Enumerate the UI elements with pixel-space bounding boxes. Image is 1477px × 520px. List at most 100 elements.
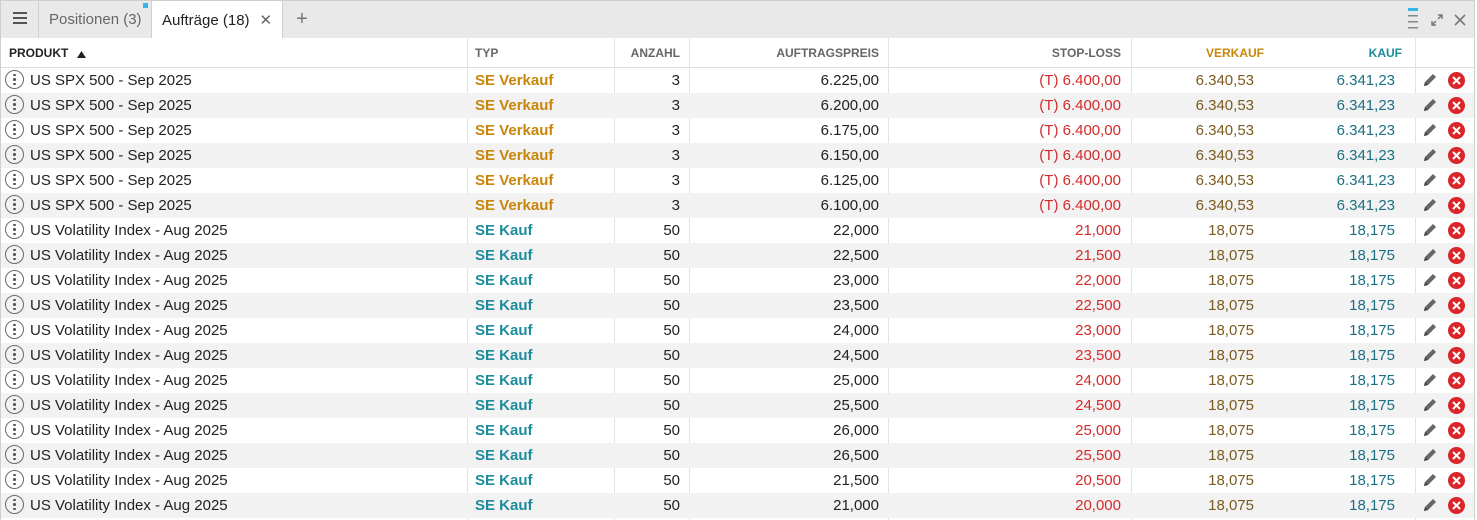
table-row[interactable]: US SPX 500 - Sep 2025 SE Verkauf 3 6.125,00… <box>1 168 1474 193</box>
row-options-icon[interactable] <box>5 395 24 414</box>
edit-pencil-icon[interactable] <box>1422 122 1438 143</box>
edit-pencil-icon[interactable] <box>1422 297 1438 318</box>
delete-order-icon[interactable] <box>1448 72 1465 89</box>
delete-order-icon[interactable] <box>1448 372 1465 389</box>
delete-order-icon[interactable] <box>1448 422 1465 439</box>
row-options-icon[interactable] <box>5 320 24 339</box>
table-row[interactable]: US Volatility Index - Aug 2025 SE Kauf 50 2… <box>1 418 1474 443</box>
table-row[interactable]: US Volatility Index - Aug 2025 SE Kauf 50 2… <box>1 468 1474 493</box>
row-options-icon[interactable] <box>5 195 24 214</box>
cell-quantity: 3 <box>671 197 680 214</box>
table-row[interactable]: US Volatility Index - Aug 2025 SE Kauf 50 2… <box>1 218 1474 243</box>
cell-quantity: 50 <box>663 472 680 489</box>
cell-type: SE Kauf <box>475 447 533 464</box>
row-options-icon[interactable] <box>5 370 24 389</box>
tab-close-icon[interactable]: ✕ <box>259 12 273 29</box>
row-options-icon[interactable] <box>5 245 24 264</box>
edit-pencil-icon[interactable] <box>1422 472 1438 493</box>
tab-notification-marker <box>143 3 148 8</box>
edit-pencil-icon[interactable] <box>1422 147 1438 168</box>
delete-order-icon[interactable] <box>1448 197 1465 214</box>
edit-pencil-icon[interactable] <box>1422 497 1438 518</box>
table-row[interactable]: US Volatility Index - Aug 2025 SE Kauf 50 2… <box>1 318 1474 343</box>
row-options-icon[interactable] <box>5 70 24 89</box>
edit-pencil-icon[interactable] <box>1422 272 1438 293</box>
table-row[interactable]: US Volatility Index - Aug 2025 SE Kauf 50 2… <box>1 393 1474 418</box>
delete-order-icon[interactable] <box>1448 297 1465 314</box>
cell-product: US Volatility Index - Aug 2025 <box>30 497 228 514</box>
table-row[interactable]: US SPX 500 - Sep 2025 SE Verkauf 3 6.225,00… <box>1 68 1474 93</box>
row-options-icon[interactable] <box>5 495 24 514</box>
row-options-icon[interactable] <box>5 220 24 239</box>
delete-order-icon[interactable] <box>1448 222 1465 239</box>
table-row[interactable]: US Volatility Index - Aug 2025 SE Kauf 50 2… <box>1 368 1474 393</box>
row-options-icon[interactable] <box>5 445 24 464</box>
row-options-icon[interactable] <box>5 145 24 164</box>
delete-order-icon[interactable] <box>1448 97 1465 114</box>
menu-button[interactable] <box>1 1 39 38</box>
delete-order-icon[interactable] <box>1448 322 1465 339</box>
cell-product: US Volatility Index - Aug 2025 <box>30 347 228 364</box>
table-row[interactable]: US Volatility Index - Aug 2025 SE Kauf 50 2… <box>1 493 1474 518</box>
header-stop-loss[interactable]: STOP-LOSS <box>1051 46 1121 60</box>
row-options-icon[interactable] <box>5 120 24 139</box>
edit-pencil-icon[interactable] <box>1422 172 1438 193</box>
row-options-icon[interactable] <box>5 170 24 189</box>
edit-pencil-icon[interactable] <box>1422 397 1438 418</box>
table-row[interactable]: US Volatility Index - Aug 2025 SE Kauf 50 2… <box>1 343 1474 368</box>
row-options-icon[interactable] <box>5 295 24 314</box>
table-row[interactable]: US Volatility Index - Aug 2025 SE Kauf 50 2… <box>1 293 1474 318</box>
edit-pencil-icon[interactable] <box>1422 347 1438 368</box>
tab-positions[interactable]: Positionen (3) <box>39 1 152 38</box>
table-row[interactable]: US Volatility Index - Aug 2025 SE Kauf 50 2… <box>1 243 1474 268</box>
row-options-icon[interactable] <box>5 95 24 114</box>
cell-stop-loss: 22,000 <box>1075 272 1121 289</box>
row-options-icon[interactable] <box>5 270 24 289</box>
delete-order-icon[interactable] <box>1448 397 1465 414</box>
window-controls <box>1406 1 1466 38</box>
row-options-icon[interactable] <box>5 345 24 364</box>
delete-order-icon[interactable] <box>1448 147 1465 164</box>
edit-pencil-icon[interactable] <box>1422 72 1438 93</box>
drag-handle-icon[interactable] <box>1406 6 1420 34</box>
close-window-icon[interactable] <box>1454 13 1466 26</box>
edit-pencil-icon[interactable] <box>1422 222 1438 243</box>
add-tab-button[interactable]: + <box>296 8 308 30</box>
edit-pencil-icon[interactable] <box>1422 322 1438 343</box>
header-product[interactable]: PRODUKT <box>9 38 86 68</box>
header-type[interactable]: TYP <box>475 46 499 60</box>
delete-order-icon[interactable] <box>1448 247 1465 264</box>
delete-order-icon[interactable] <box>1448 347 1465 364</box>
header-quantity[interactable]: ANZAHL <box>630 46 680 60</box>
delete-order-icon[interactable] <box>1448 472 1465 489</box>
cell-type: SE Kauf <box>475 247 533 264</box>
edit-pencil-icon[interactable] <box>1422 97 1438 118</box>
expand-icon[interactable] <box>1430 13 1444 27</box>
edit-pencil-icon[interactable] <box>1422 422 1438 443</box>
tab-orders[interactable]: Aufträge (18) ✕ <box>152 1 283 39</box>
cell-type: SE Kauf <box>475 372 533 389</box>
cell-sell-price: 6.340,53 <box>1195 72 1254 89</box>
table-row[interactable]: US SPX 500 - Sep 2025 SE Verkauf 3 6.175,00… <box>1 118 1474 143</box>
row-options-icon[interactable] <box>5 420 24 439</box>
table-row[interactable]: US Volatility Index - Aug 2025 SE Kauf 50 2… <box>1 268 1474 293</box>
table-row[interactable]: US Volatility Index - Aug 2025 SE Kauf 50 2… <box>1 443 1474 468</box>
cell-buy-price: 18,175 <box>1349 322 1395 339</box>
delete-order-icon[interactable] <box>1448 272 1465 289</box>
row-options-icon[interactable] <box>5 470 24 489</box>
delete-order-icon[interactable] <box>1448 172 1465 189</box>
header-sell[interactable]: VERKAUF <box>1205 46 1264 60</box>
header-buy[interactable]: KAUF <box>1368 46 1402 60</box>
edit-pencil-icon[interactable] <box>1422 247 1438 268</box>
edit-pencil-icon[interactable] <box>1422 197 1438 218</box>
edit-pencil-icon[interactable] <box>1422 447 1438 468</box>
delete-order-icon[interactable] <box>1448 497 1465 514</box>
cell-type: SE Kauf <box>475 347 533 364</box>
delete-order-icon[interactable] <box>1448 122 1465 139</box>
table-row[interactable]: US SPX 500 - Sep 2025 SE Verkauf 3 6.200,00… <box>1 93 1474 118</box>
edit-pencil-icon[interactable] <box>1422 372 1438 393</box>
table-row[interactable]: US SPX 500 - Sep 2025 SE Verkauf 3 6.100,00… <box>1 193 1474 218</box>
delete-order-icon[interactable] <box>1448 447 1465 464</box>
table-row[interactable]: US SPX 500 - Sep 2025 SE Verkauf 3 6.150,00… <box>1 143 1474 168</box>
header-order-price[interactable]: AUFTRAGSPREIS <box>776 46 879 60</box>
